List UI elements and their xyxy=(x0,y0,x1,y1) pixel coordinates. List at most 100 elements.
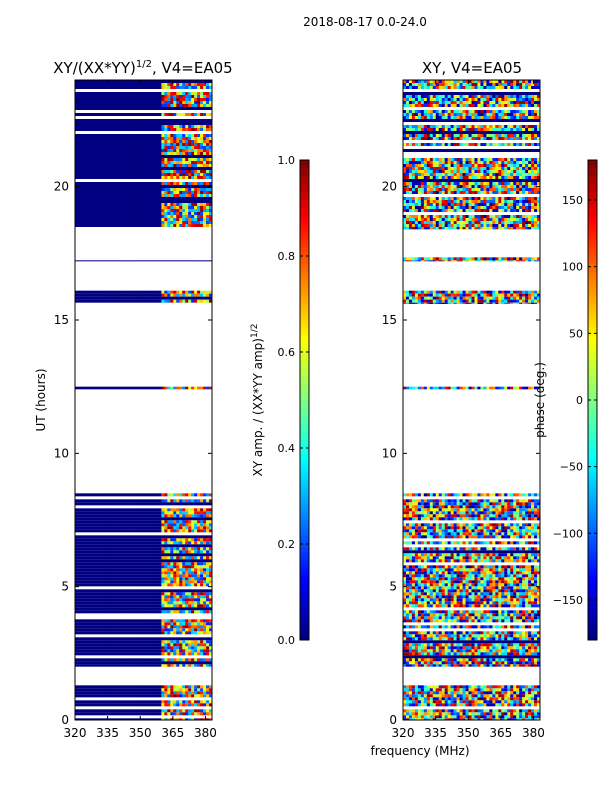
heatmap-cell xyxy=(164,595,168,599)
heatmap-cell xyxy=(152,628,156,632)
heatmap-cell xyxy=(170,95,174,98)
heatmap-cell xyxy=(119,595,123,599)
heatmap-cell xyxy=(107,161,112,164)
heatmap-cell xyxy=(197,664,201,667)
heatmap-cell xyxy=(182,652,186,656)
heatmap-cell xyxy=(86,86,91,89)
heatmap-cell xyxy=(89,562,94,566)
heatmap-cell xyxy=(182,508,186,512)
heatmap-cell xyxy=(95,502,100,506)
heatmap-cell xyxy=(125,119,129,122)
heatmap-cell xyxy=(119,508,123,512)
heatmap-cell xyxy=(191,694,195,698)
heatmap-cell xyxy=(191,92,195,95)
heatmap-cell xyxy=(182,622,186,626)
heatmap-cell xyxy=(200,101,204,104)
heatmap-cell xyxy=(200,149,204,152)
heatmap-cell xyxy=(101,664,106,667)
heatmap-cell xyxy=(86,685,91,689)
heatmap-cell xyxy=(203,164,207,167)
heatmap-cell xyxy=(164,188,168,191)
heatmap-cell xyxy=(203,517,207,521)
heatmap-cell xyxy=(98,197,103,200)
heatmap-cell xyxy=(149,194,153,197)
heatmap-cell xyxy=(188,98,192,101)
heatmap-cell xyxy=(185,104,189,107)
heatmap-cell xyxy=(113,86,117,89)
heatmap-cell xyxy=(101,113,106,116)
heatmap-cell xyxy=(140,212,144,215)
heatmap-cell xyxy=(89,631,94,635)
heatmap-cell xyxy=(116,700,120,704)
heatmap-cell xyxy=(80,601,85,605)
heatmap-cell xyxy=(131,290,135,294)
heatmap-cell xyxy=(137,709,141,713)
heatmap-cell xyxy=(128,152,132,155)
heatmap-cell xyxy=(86,296,91,300)
heatmap-cell xyxy=(128,122,132,125)
heatmap-cell xyxy=(83,583,88,587)
heatmap-cell xyxy=(137,200,141,203)
heatmap-cell xyxy=(185,694,189,698)
heatmap-cell xyxy=(146,197,150,200)
heatmap-cell xyxy=(83,158,88,161)
heatmap-cell xyxy=(140,568,144,572)
heatmap-cell xyxy=(107,649,112,653)
heatmap-cell xyxy=(83,550,88,554)
heatmap-cell xyxy=(185,712,189,716)
heatmap-cell xyxy=(146,188,150,191)
heatmap-cell xyxy=(75,119,79,122)
heatmap-cell xyxy=(182,158,186,161)
heatmap-cell xyxy=(122,658,126,662)
heatmap-cell xyxy=(95,571,100,575)
heatmap-cell xyxy=(185,523,189,527)
heatmap-cell xyxy=(152,299,156,303)
heatmap-cell xyxy=(104,556,109,560)
heatmap-cell xyxy=(143,83,147,86)
heatmap-cell xyxy=(107,595,112,599)
heatmap-cell xyxy=(104,140,109,143)
heatmap-cell xyxy=(146,176,150,179)
heatmap-cell xyxy=(143,649,147,653)
heatmap-cell xyxy=(134,580,138,584)
heatmap-cell xyxy=(134,203,138,206)
heatmap-cell xyxy=(134,218,138,221)
heatmap-cell xyxy=(158,167,162,170)
heatmap-cell xyxy=(152,691,156,695)
heatmap-cell xyxy=(110,140,115,143)
heatmap-cell xyxy=(182,589,186,593)
heatmap-cell xyxy=(89,299,94,303)
heatmap-cell xyxy=(86,622,91,626)
heatmap-cell xyxy=(194,649,198,653)
heatmap-cell xyxy=(173,601,177,605)
heatmap-cell xyxy=(161,158,165,161)
heatmap-cell xyxy=(146,299,150,303)
heatmap-cell xyxy=(197,568,201,572)
heatmap-cell xyxy=(89,556,94,560)
heatmap-cell xyxy=(209,514,213,518)
heatmap-cell xyxy=(137,538,141,542)
heatmap-cell xyxy=(185,260,189,262)
heatmap-cell xyxy=(197,562,201,566)
heatmap-cell xyxy=(167,703,171,707)
heatmap-cell xyxy=(200,652,204,656)
heatmap-cell xyxy=(137,577,141,581)
heatmap-cell xyxy=(92,113,97,116)
heatmap-cell xyxy=(86,589,91,593)
heatmap-cell xyxy=(89,293,94,297)
heatmap-cell xyxy=(80,98,85,101)
heatmap-cell xyxy=(131,700,135,704)
heatmap-cell xyxy=(206,643,210,647)
heatmap-cell xyxy=(179,182,183,185)
heatmap-cell xyxy=(104,155,109,158)
heatmap-cell xyxy=(173,526,177,530)
heatmap-cell xyxy=(125,643,129,647)
heatmap-cell xyxy=(119,643,123,647)
heatmap-cell xyxy=(176,493,180,497)
heatmap-cell xyxy=(122,538,126,542)
heatmap-cell xyxy=(164,589,168,593)
heatmap-cell xyxy=(107,158,112,161)
heatmap-cell xyxy=(95,224,100,227)
heatmap-cell xyxy=(122,526,126,530)
heatmap-cell xyxy=(149,158,153,161)
